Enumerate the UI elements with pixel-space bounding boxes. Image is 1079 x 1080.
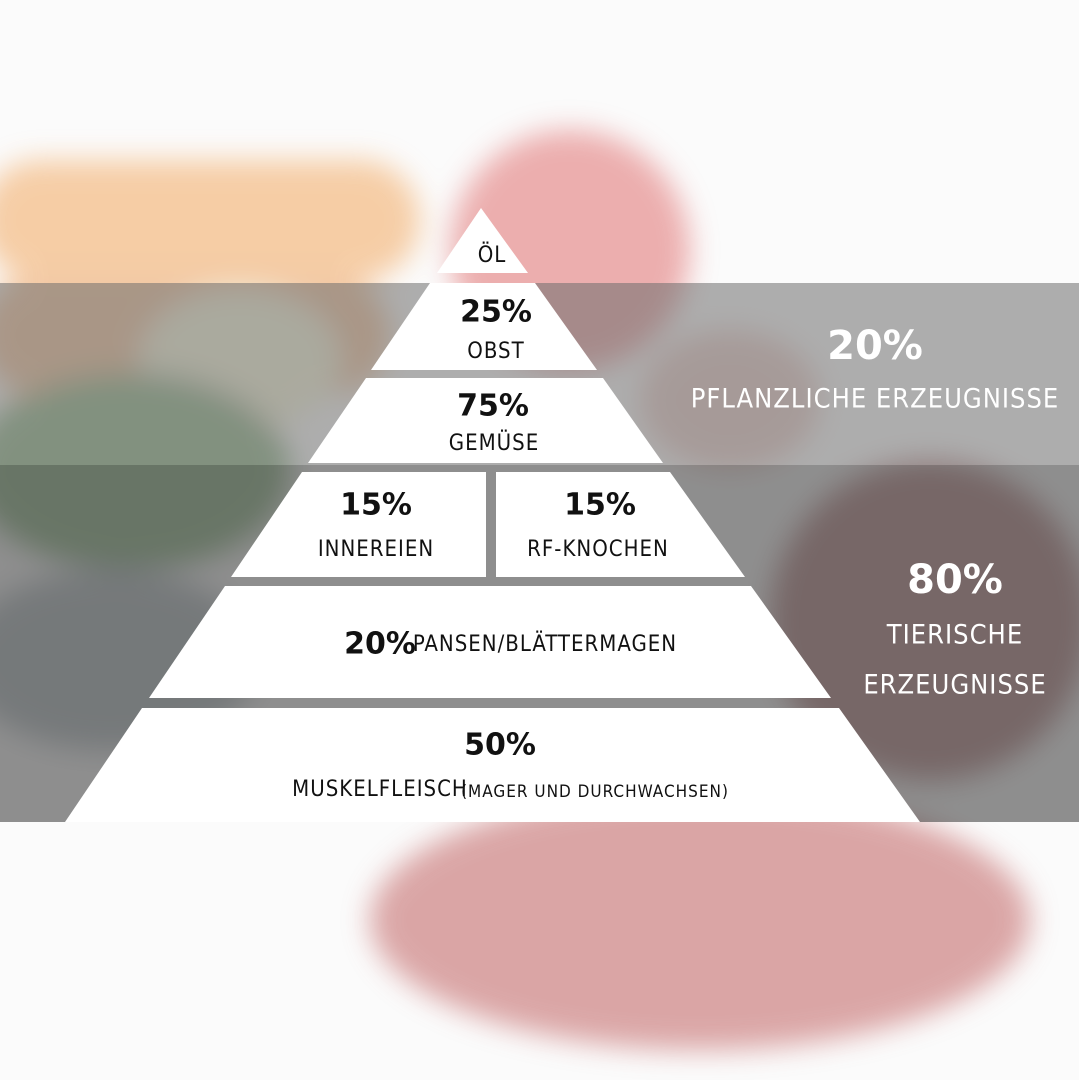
level-label: PANSEN/BLÄTTERMAGEN (413, 631, 677, 657)
pyramid-level (65, 708, 920, 822)
pyramid-cell (231, 472, 486, 577)
pyramid-level (308, 378, 663, 463)
level-label: OBST (467, 339, 524, 364)
group-label: PFLANZLICHE ERZEUGNISSE (691, 384, 1060, 415)
group-label: TIERISCHE (886, 620, 1023, 651)
level-percent: 20% (344, 627, 416, 662)
group-label: ERZEUGNISSE (863, 670, 1046, 701)
level-label: ÖL (478, 242, 507, 268)
level-percent: 50% (464, 728, 536, 763)
level-label: GEMÜSE (449, 430, 540, 456)
level-percent: 75% (457, 389, 529, 424)
pyramid (65, 208, 920, 822)
level-percent: 15% (564, 488, 636, 523)
level-label: MUSKELFLEISCH (292, 777, 468, 802)
level-percent: 25% (460, 295, 532, 330)
level-note: (MAGER UND DURCHWACHSEN) (461, 782, 729, 802)
level-percent: 15% (340, 488, 412, 523)
group-percent: 80% (907, 557, 1003, 603)
pyramid-level (371, 283, 597, 370)
level-label: INNEREIEN (318, 537, 434, 562)
pyramid-top (437, 208, 528, 273)
pyramid-cell (496, 472, 745, 577)
pyramid-level (149, 586, 831, 698)
group-percent: 20% (827, 323, 923, 369)
level-label: RF-KNOCHEN (527, 537, 669, 562)
